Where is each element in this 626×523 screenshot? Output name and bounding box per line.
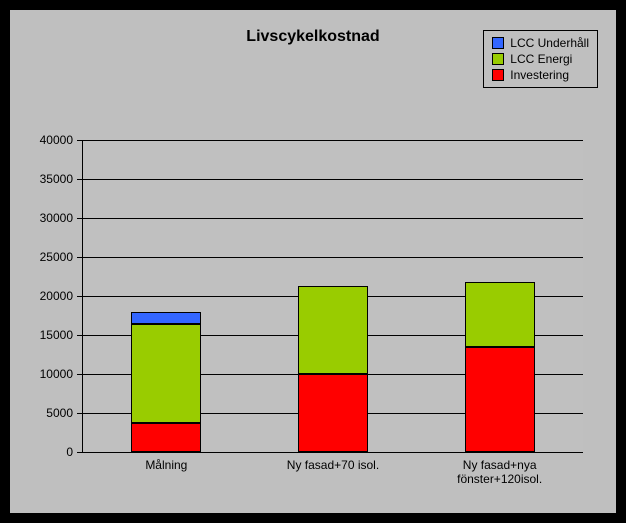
legend: LCC Underhåll LCC Energi Investering: [483, 30, 598, 88]
y-axis-label: 30000: [40, 211, 73, 225]
gridline: [83, 179, 583, 180]
bar-segment: [131, 324, 201, 423]
y-axis-label: 25000: [40, 250, 73, 264]
x-axis-label: Ny fasad+70 isol.: [250, 458, 417, 472]
gridline: [83, 257, 583, 258]
bar-segment: [131, 312, 201, 324]
y-tick: [77, 296, 83, 297]
y-tick: [77, 218, 83, 219]
bar-segment: [298, 374, 368, 452]
y-axis-label: 10000: [40, 367, 73, 381]
y-axis-label: 0: [66, 445, 73, 459]
y-axis-label: 40000: [40, 133, 73, 147]
bar-segment: [298, 286, 368, 374]
legend-item: LCC Energi: [492, 51, 589, 67]
x-axis-label: Ny fasad+nya fönster+120isol.: [416, 458, 583, 487]
y-tick: [77, 374, 83, 375]
y-axis-label: 5000: [46, 406, 73, 420]
x-axis-label: Målning: [83, 458, 250, 472]
legend-swatch-icon: [492, 37, 504, 49]
plot-area: 0500010000150002000025000300003500040000…: [82, 140, 583, 453]
y-axis-label: 35000: [40, 172, 73, 186]
chart-frame: Livscykelkostnad LCC Underhåll LCC Energ…: [0, 0, 626, 523]
legend-label: LCC Energi: [510, 51, 572, 67]
y-tick: [77, 140, 83, 141]
y-axis-label: 15000: [40, 328, 73, 342]
legend-label: LCC Underhåll: [510, 35, 589, 51]
y-tick: [77, 413, 83, 414]
legend-label: Investering: [510, 67, 569, 83]
y-tick: [77, 335, 83, 336]
y-tick: [77, 452, 83, 453]
legend-item: LCC Underhåll: [492, 35, 589, 51]
legend-swatch-icon: [492, 53, 504, 65]
y-tick: [77, 257, 83, 258]
y-tick: [77, 179, 83, 180]
gridline: [83, 218, 583, 219]
bar-segment: [465, 347, 535, 452]
y-axis-label: 20000: [40, 289, 73, 303]
legend-swatch-icon: [492, 69, 504, 81]
legend-item: Investering: [492, 67, 589, 83]
bar-segment: [131, 423, 201, 452]
gridline: [83, 140, 583, 141]
bar-segment: [465, 282, 535, 347]
